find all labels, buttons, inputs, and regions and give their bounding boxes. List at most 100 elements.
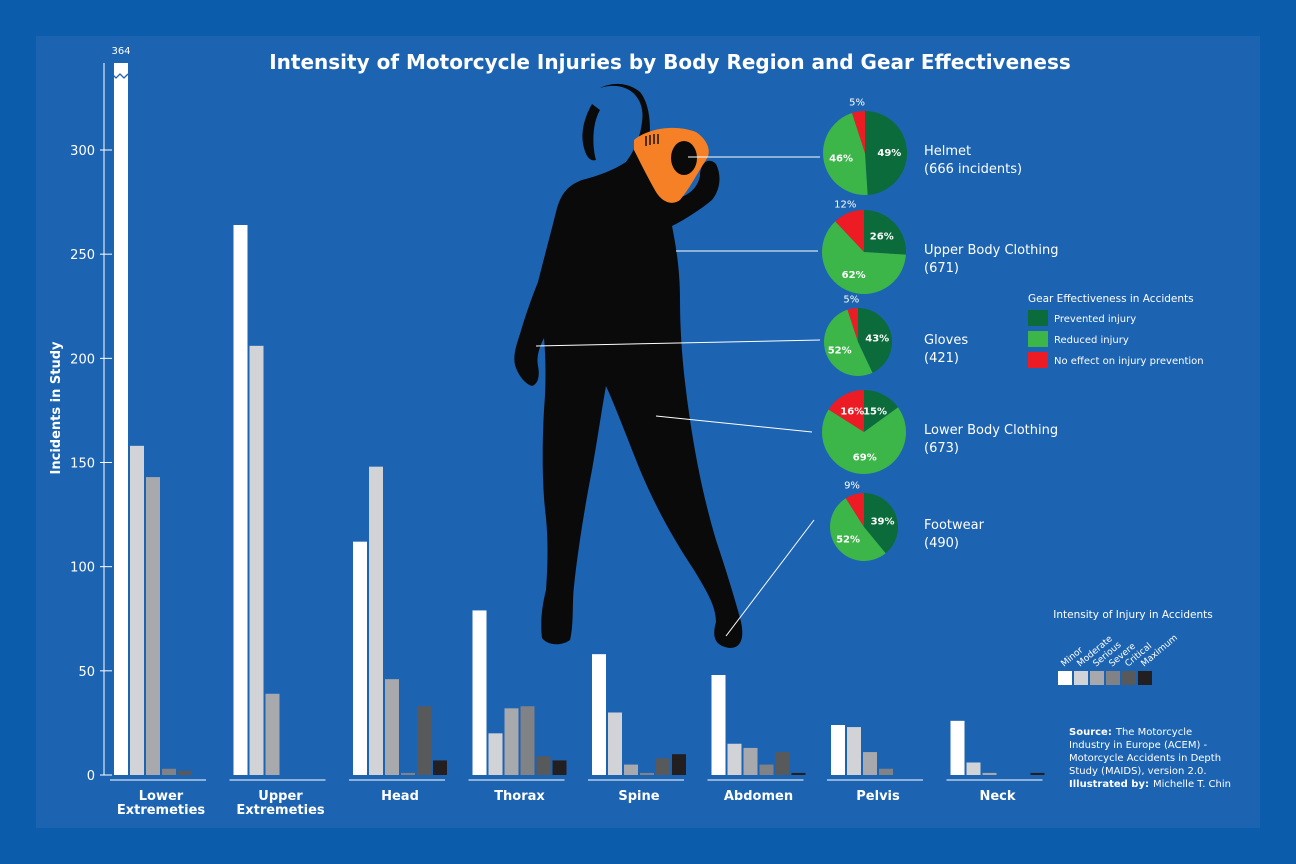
gear-pies: 49% 46% 5% Helmet (666 incidents) 26% 62% 12% Up… — [535, 98, 1059, 637]
bar-maximum — [552, 760, 567, 775]
pie-leader-line — [655, 415, 813, 433]
gear-name: Helmet — [924, 144, 971, 159]
pie-percent-label: 26% — [870, 231, 894, 242]
broken-bar-value: 364 — [111, 46, 130, 57]
pie-slice — [830, 498, 886, 561]
pie-slice — [864, 389, 898, 432]
bar-moderate — [727, 743, 742, 775]
y-tick-label: 200 — [70, 352, 95, 367]
intensity-legend: Intensity of Injury in AccidentsMinorMod… — [1053, 609, 1213, 685]
category-label: Neck — [979, 789, 1015, 804]
intensity-legend-swatch — [1074, 671, 1088, 685]
bar-severe — [401, 772, 415, 775]
source-line-3: Motorcycle Accidents in Depth — [1069, 753, 1221, 764]
bar-minor — [472, 610, 487, 775]
bar-minor — [233, 225, 248, 775]
gear-legend-label: No effect on injury prevention — [1054, 356, 1204, 367]
pie-slice — [822, 221, 906, 294]
pie-percent-label: 5% — [843, 295, 859, 306]
bar-serious — [863, 752, 877, 775]
pie-slice — [847, 308, 858, 342]
axis-break-mark — [111, 73, 129, 79]
bar-severe — [879, 768, 893, 775]
bar-severe — [640, 772, 654, 775]
gear-count: (671) — [924, 261, 959, 276]
bar-moderate — [608, 712, 622, 775]
category-label: Head — [381, 789, 419, 804]
pie-percent-label: 15% — [863, 406, 887, 417]
bar-minor — [353, 541, 367, 775]
pie-slice — [845, 493, 864, 527]
bar-serious — [743, 747, 758, 775]
pie-slice — [852, 111, 865, 153]
gear-legend-swatch — [1028, 310, 1048, 326]
bar-severe — [520, 706, 535, 775]
bar-minor — [114, 63, 128, 775]
bar-serious — [385, 679, 399, 775]
category-label: Spine — [618, 789, 659, 804]
bar-moderate — [369, 466, 383, 775]
category-label: Upper — [258, 789, 303, 804]
bar-maximum — [1030, 772, 1045, 775]
category-label: Lower — [139, 789, 184, 804]
bar-serious — [146, 477, 160, 775]
gear-count: (666 incidents) — [924, 162, 1022, 177]
bar-severe — [162, 768, 176, 775]
pie-percent-label: 12% — [834, 200, 856, 211]
y-tick-label: 150 — [70, 457, 95, 472]
pie-percent-label: 52% — [836, 535, 860, 546]
bar-serious — [624, 764, 638, 775]
intensity-legend-swatch — [1138, 671, 1152, 685]
gear-name: Upper Body Clothing — [924, 243, 1059, 258]
category-label: Thorax — [494, 789, 545, 804]
pie-slice — [858, 308, 893, 373]
category-label: Pelvis — [856, 789, 900, 804]
gear-legend-title: Gear Effectiveness in Accidents — [1028, 293, 1194, 305]
rider-silhouette — [514, 83, 743, 648]
pie-slice — [828, 390, 864, 432]
y-axis-title: Incidents in Study — [49, 341, 64, 474]
bar-maximum — [791, 772, 806, 775]
bar-critical — [536, 756, 551, 775]
pie-percent-label: 5% — [849, 98, 865, 109]
bar-moderate — [130, 445, 144, 775]
illustrator-line: Illustrated by: Michelle T. Chin — [1069, 779, 1231, 790]
pie-percent-label: 52% — [828, 345, 852, 356]
gear-name: Gloves — [924, 333, 968, 348]
pie-slice — [822, 407, 906, 474]
bar-critical — [656, 758, 670, 775]
gear-legend-label: Reduced injury — [1054, 335, 1129, 346]
pie-percent-label: 39% — [871, 516, 895, 527]
y-axis: 0 50 100 150 200 250 300 Incidents in Study — [49, 63, 112, 784]
gear-count: (490) — [924, 536, 959, 551]
bar-serious — [265, 693, 280, 775]
pie-percent-label: 62% — [842, 270, 866, 281]
gear-legend-swatch — [1028, 352, 1048, 368]
pie-leader-line — [535, 339, 821, 347]
bar-critical — [775, 752, 790, 775]
chart-title: Intensity of Motorcycle Injuries by Body… — [269, 50, 1071, 74]
pie-slice — [835, 210, 864, 252]
y-tick-label: 0 — [87, 769, 95, 784]
bar-minor — [711, 675, 726, 775]
pie-slice — [823, 113, 868, 195]
pie-percent-label: 43% — [865, 334, 889, 345]
bar-maximum — [433, 760, 447, 775]
pie-slice — [864, 210, 906, 255]
gear-legend-swatch — [1028, 331, 1048, 347]
bar-moderate — [847, 727, 861, 775]
pie-percent-label: 69% — [853, 452, 877, 463]
bar-critical — [178, 770, 192, 775]
y-tick-label: 100 — [70, 561, 95, 576]
source-line-1: Source: The Motorcycle — [1069, 727, 1192, 738]
y-tick-label: 50 — [78, 665, 95, 680]
bar-severe — [759, 764, 774, 775]
y-tick-label: 300 — [70, 144, 95, 159]
bar-group: 364 — [111, 46, 1045, 775]
bar-minor — [950, 720, 965, 775]
gear-name: Footwear — [924, 518, 985, 533]
intensity-legend-swatch — [1090, 671, 1104, 685]
